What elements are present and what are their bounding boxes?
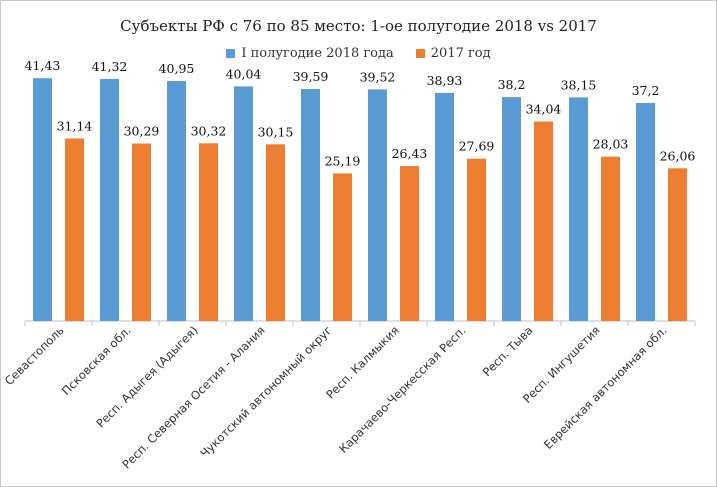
bar-2017 [333,173,352,321]
data-label-2017: 34,04 [526,102,562,117]
bar-2018 [100,78,119,322]
bar-2017 [467,158,486,321]
bar-2018 [368,89,387,322]
legend-swatch-2017 [415,49,425,58]
data-label-2017: 26,06 [660,148,696,163]
bar-2017 [199,143,218,321]
bar-2018 [435,92,454,322]
bar-2017 [534,121,553,321]
legend-label-2018: I полугодие 2018 года [241,46,394,61]
legend-item-2018: I полугодие 2018 года [226,46,394,61]
bar-2017 [400,166,419,321]
data-label-2017: 30,32 [191,123,227,138]
data-label-2018: 41,43 [25,58,61,73]
data-label-2017: 25,19 [325,153,361,168]
bar-2018 [33,78,52,321]
bar-2018 [636,103,655,321]
bar-2018 [569,97,588,322]
bar-2017 [668,168,687,321]
data-label-2018: 39,52 [360,69,396,84]
chart-legend: I полугодие 2018 года 2017 год [0,46,717,61]
data-label-2017: 28,03 [593,137,629,152]
chart-title: Субъекты РФ с 76 по 85 место: 1-ое полуг… [120,17,597,35]
x-tick-label: Еврейская автономная обл. [541,323,670,452]
x-tick-label: Карачаево-Черкесская Респ. [336,323,469,456]
bar-2018 [234,86,253,322]
x-tick-label: Респ. Северная Осетия - Алания [119,323,267,471]
data-label-2018: 38,2 [498,77,526,92]
x-tick-label: Респ. Тыва [480,323,536,379]
data-label-2017: 31,14 [57,119,93,134]
data-label-2017: 27,69 [459,139,495,154]
bar-2017 [266,144,285,321]
data-label-2018: 41,32 [92,59,128,74]
data-label-2017: 30,15 [258,124,294,139]
data-label-2018: 40,04 [226,66,262,81]
x-tick-label: Севастополь [2,323,67,388]
data-label-2018: 37,2 [632,83,660,98]
legend-swatch-2018 [226,49,236,58]
bar-2018 [502,97,521,321]
bar-2017 [601,156,620,321]
bar-2017 [65,138,84,321]
bar-2018 [167,81,186,321]
data-label-2018: 39,59 [293,69,329,84]
legend-label-2017: 2017 год [430,46,491,61]
data-label-2018: 38,93 [427,73,463,88]
data-label-2017: 26,43 [392,146,428,161]
bar-2017 [132,143,151,321]
data-label-2017: 30,29 [124,124,160,139]
data-label-2018: 38,15 [561,77,597,92]
x-tick-label: Респ. Калмыкия [323,323,401,401]
data-label-2018: 40,95 [159,61,195,76]
legend-item-2017: 2017 год [415,46,491,61]
bar-2018 [301,89,320,321]
x-tick-label: Чукотский автономный округ [198,323,335,460]
x-tick-label: Псковская обл. [59,323,134,398]
